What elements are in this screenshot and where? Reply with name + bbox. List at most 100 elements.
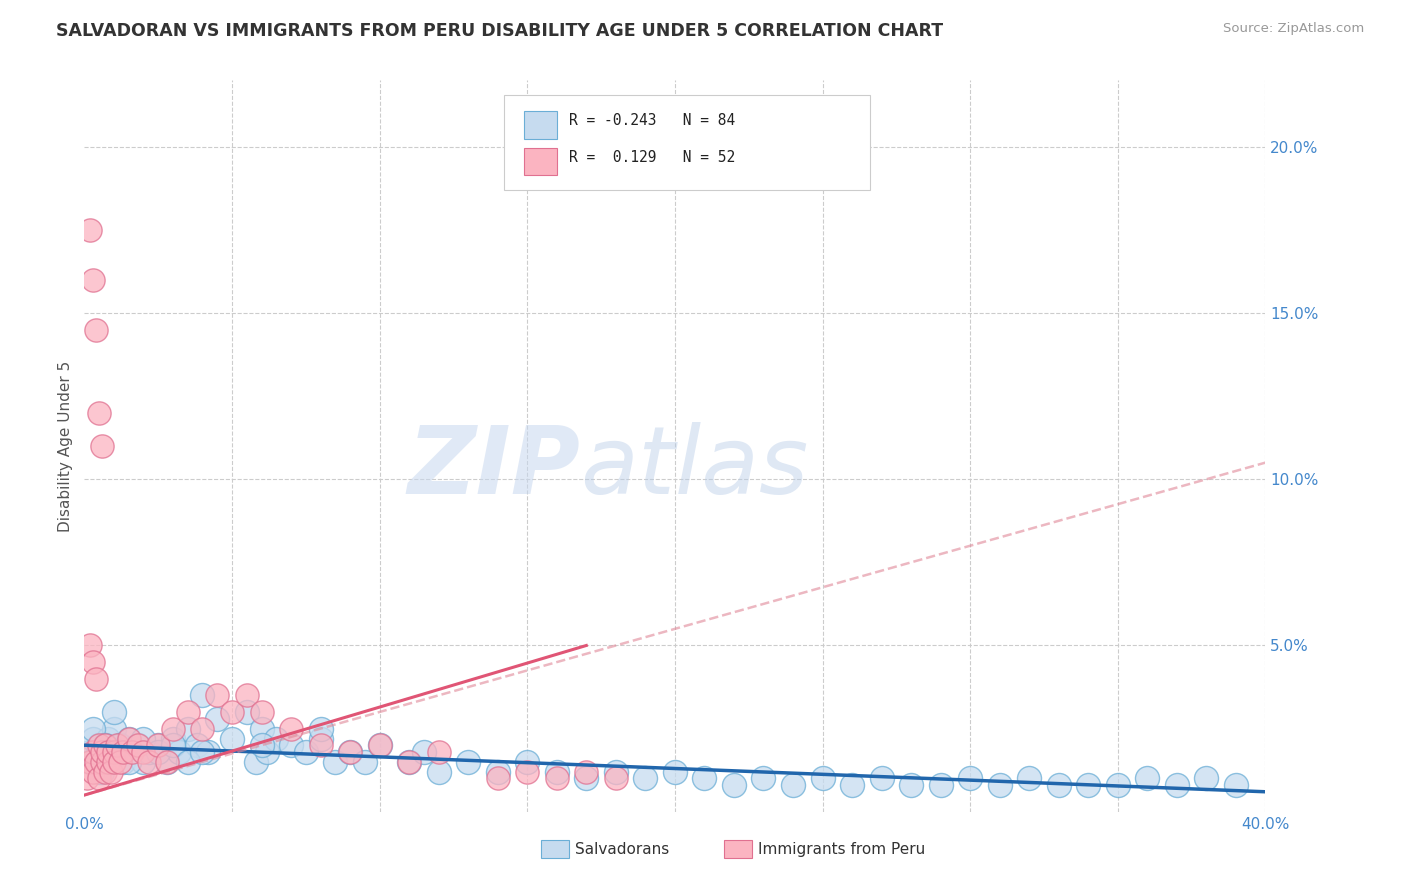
Point [108, 755, 131, 769]
Point [105, 738, 128, 752]
Point [118, 755, 141, 769]
Point [177, 755, 200, 769]
Point [339, 745, 361, 759]
Point [191, 722, 214, 736]
Point [250, 722, 273, 736]
Point [84, 755, 107, 769]
Point [207, 689, 229, 703]
Point [167, 745, 190, 759]
Point [94, 738, 117, 752]
Point [236, 689, 259, 703]
Point [1107, 778, 1129, 792]
Point [693, 772, 716, 786]
Point [221, 705, 243, 719]
Point [148, 745, 170, 759]
Point [516, 755, 538, 769]
Point [82, 722, 104, 736]
Point [111, 745, 134, 759]
Point [398, 755, 420, 769]
Text: atlas: atlas [581, 423, 808, 514]
Text: Source: ZipAtlas.com: Source: ZipAtlas.com [1223, 22, 1364, 36]
Point [79, 745, 101, 759]
Point [959, 772, 981, 786]
Point [121, 745, 143, 759]
Point [87, 738, 111, 752]
Point [97, 755, 120, 769]
Point [250, 705, 273, 719]
Point [84, 672, 107, 686]
Point [516, 764, 538, 779]
Point [841, 778, 863, 792]
Point [108, 745, 131, 759]
Point [91, 755, 114, 769]
Point [84, 323, 107, 337]
Point [127, 738, 149, 752]
Point [103, 745, 125, 759]
Point [1018, 772, 1040, 786]
Point [309, 731, 332, 746]
Point [245, 755, 267, 769]
Point [76, 772, 98, 786]
Point [1047, 778, 1070, 792]
Point [575, 772, 598, 786]
Text: SALVADORAN VS IMMIGRANTS FROM PERU DISABILITY AGE UNDER 5 CORRELATION CHART: SALVADORAN VS IMMIGRANTS FROM PERU DISAB… [56, 22, 943, 40]
Point [280, 738, 302, 752]
Point [79, 639, 101, 653]
Point [1136, 772, 1159, 786]
Point [457, 755, 479, 769]
Point [94, 745, 117, 759]
Point [148, 738, 170, 752]
Point [177, 705, 200, 719]
Point [118, 731, 141, 746]
Point [546, 772, 568, 786]
Point [221, 731, 243, 746]
Point [127, 738, 149, 752]
Point [486, 772, 509, 786]
Point [82, 731, 104, 746]
Point [207, 712, 229, 726]
Point [97, 745, 120, 759]
Point [100, 755, 122, 769]
Point [84, 755, 107, 769]
Point [325, 755, 347, 769]
FancyBboxPatch shape [503, 95, 870, 190]
Point [398, 755, 420, 769]
Point [97, 755, 120, 769]
Point [1077, 778, 1099, 792]
Point [138, 755, 160, 769]
Bar [523, 111, 557, 139]
Point [105, 745, 128, 759]
Point [100, 764, 122, 779]
Point [752, 772, 775, 786]
Point [82, 273, 104, 287]
Point [132, 731, 155, 746]
Point [118, 731, 141, 746]
Point [186, 738, 208, 752]
Point [354, 755, 377, 769]
Point [148, 738, 170, 752]
Point [575, 764, 598, 779]
Point [723, 778, 745, 792]
Point [427, 745, 450, 759]
Point [191, 689, 214, 703]
Text: R =  0.129   N = 52: R = 0.129 N = 52 [568, 150, 735, 165]
Point [91, 745, 114, 759]
Point [94, 738, 117, 752]
Point [132, 745, 155, 759]
Point [256, 745, 278, 759]
Text: R = -0.243   N = 84: R = -0.243 N = 84 [568, 113, 735, 128]
Point [1195, 772, 1218, 786]
Point [162, 722, 184, 736]
Text: Immigrants from Peru: Immigrants from Peru [758, 842, 925, 856]
Point [177, 722, 200, 736]
Point [1166, 778, 1188, 792]
Point [929, 778, 952, 792]
Point [870, 772, 893, 786]
Point [197, 745, 219, 759]
Point [605, 772, 627, 786]
Point [811, 772, 834, 786]
Point [782, 778, 804, 792]
Point [108, 738, 131, 752]
Point [236, 705, 259, 719]
Y-axis label: Disability Age Under 5: Disability Age Under 5 [58, 360, 73, 532]
